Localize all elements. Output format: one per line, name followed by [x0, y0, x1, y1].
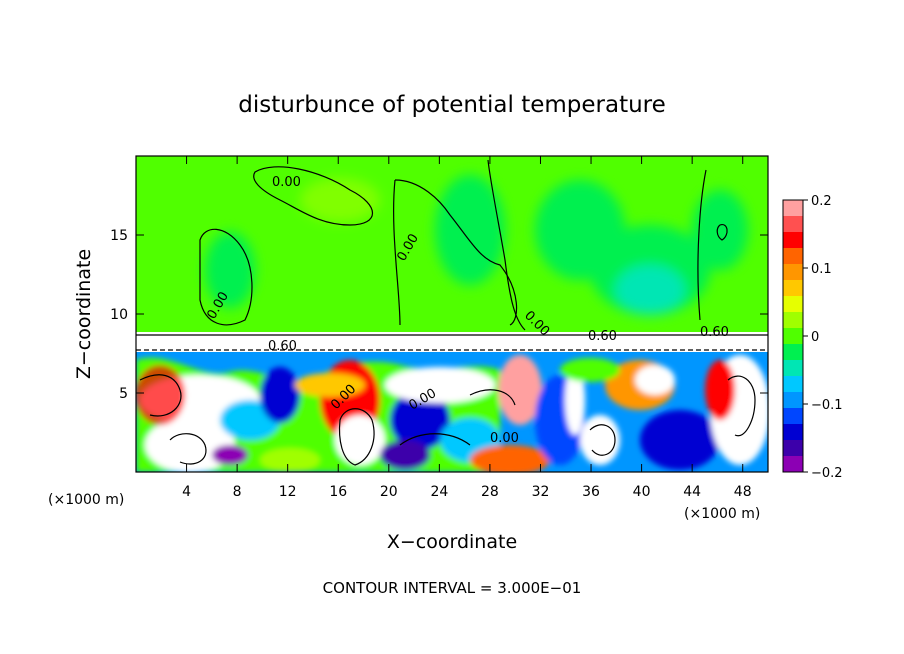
y-tick-label: 10	[110, 307, 128, 323]
colorbar-tick-label: 0	[811, 330, 819, 345]
x-tick-label: 44	[683, 484, 701, 500]
colorbar-tick-label: 0.1	[811, 262, 832, 277]
y-tick-label: 5	[119, 386, 128, 402]
x-tick-label: 24	[430, 484, 448, 500]
x-tick-label: 20	[380, 484, 398, 500]
colorbar-tick-label: 0.2	[811, 194, 832, 209]
colorbar-swatch	[783, 248, 803, 265]
colorbar-swatch	[783, 360, 803, 377]
colorbar-tick-label: −0.1	[811, 398, 843, 413]
x-axis-title: X−coordinate	[387, 531, 517, 553]
x-tick-label: 8	[233, 484, 242, 500]
x-tick-label: 36	[582, 484, 600, 500]
x-axis: 4 8 12 16 20 24 28 32 36 40 44 48	[182, 156, 752, 500]
y-axis-title: Z−coordinate	[73, 249, 95, 379]
colorbar-swatch	[783, 424, 803, 441]
colorbar-tick-label: −0.2	[811, 466, 843, 481]
contour-label: 0.60	[588, 329, 617, 344]
contour-label: 0.00	[490, 431, 519, 446]
interface-band	[136, 332, 768, 352]
chart-title: disturbunce of potential temperature	[238, 92, 666, 118]
colorbar-swatch	[783, 408, 803, 425]
x-tick-label: 32	[532, 484, 550, 500]
x-axis-unit-left: (×1000 m)	[48, 492, 124, 508]
colorbar-swatch	[783, 312, 803, 329]
colorbar-swatch	[783, 232, 803, 249]
colorbar: 0.2 0.1 0 −0.1 −0.2	[782, 194, 843, 481]
y-tick-label: 15	[110, 228, 128, 244]
colorbar-swatch	[783, 344, 803, 361]
x-tick-label: 48	[734, 484, 752, 500]
colorbar-swatch	[783, 264, 803, 281]
contour-interval-note: CONTOUR INTERVAL = 3.000E−01	[323, 579, 582, 597]
heatmap-field: 0.00 0.00 0.00 0.00 0.00 0.60 0.00 0.00 …	[136, 156, 768, 472]
colorbar-swatch	[783, 296, 803, 313]
x-axis-unit-right: (×1000 m)	[684, 506, 760, 522]
upper-layer-anomalies	[205, 175, 748, 315]
x-tick-label: 40	[633, 484, 651, 500]
x-tick-label: 16	[329, 484, 347, 500]
colorbar-swatch	[783, 456, 803, 473]
colorbar-swatch	[783, 392, 803, 409]
contour-lines	[136, 159, 768, 466]
colorbar-swatch	[783, 200, 803, 217]
x-tick-label: 12	[279, 484, 297, 500]
x-tick-label: 4	[182, 484, 191, 500]
colorbar-swatch	[783, 440, 803, 457]
contour-label: 0.00	[272, 175, 301, 190]
colorbar-swatch	[783, 216, 803, 233]
colorbar-swatch	[783, 280, 803, 297]
x-tick-label: 28	[481, 484, 499, 500]
contour-label: 0.60	[700, 325, 729, 340]
colorbar-swatch	[783, 376, 803, 393]
colorbar-swatch	[783, 328, 803, 345]
contour-label: 0.60	[268, 339, 297, 354]
y-axis: 5 10 15	[110, 228, 768, 402]
